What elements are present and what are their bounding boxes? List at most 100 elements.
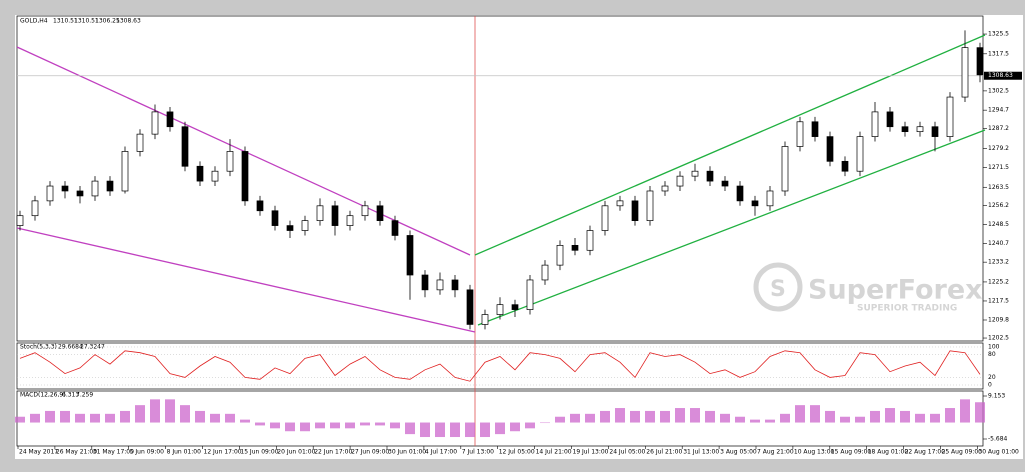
macd-bar	[240, 419, 250, 423]
candle-body	[766, 190, 774, 207]
candle-body	[901, 126, 909, 133]
candle-body	[376, 205, 384, 221]
macd-bar	[90, 413, 100, 423]
candle-body	[481, 314, 489, 325]
macd-bar	[585, 413, 595, 423]
y-tick-label: 1233.2	[988, 259, 1009, 266]
candle-body	[46, 185, 54, 202]
y-tick-label: 1256.2	[988, 202, 1009, 209]
candle-body	[571, 245, 579, 251]
high: 1310.51	[74, 18, 99, 25]
y-tick-label: 1317.5	[988, 50, 1009, 57]
macd-bar	[285, 422, 295, 432]
y-tick-label: 80	[988, 351, 996, 358]
macd-bar	[975, 402, 985, 423]
x-tick-label: 8 Jun 01:00	[167, 449, 201, 456]
macd-bar	[120, 410, 130, 423]
y-tick-label: 1279.2	[988, 145, 1009, 152]
macd-bar	[705, 410, 715, 423]
x-tick-label: 31 Jul 13:00	[683, 449, 719, 456]
macd-bar	[495, 422, 505, 435]
y-tick-label: 20	[988, 374, 996, 381]
watermark: S SuperForex SUPERIOR TRADING	[753, 262, 983, 314]
candle-body	[751, 200, 759, 207]
macd-bar	[930, 413, 940, 423]
x-tick-label: 19 Jul 13:00	[573, 449, 609, 456]
candle-body	[916, 126, 924, 133]
trendline	[16, 227, 476, 333]
x-tick-label: 15 Jun 09:00	[240, 449, 278, 456]
candle-body	[526, 279, 534, 310]
candle-body	[661, 185, 669, 192]
brand: SuperForex	[808, 275, 983, 306]
x-tick-label: 10 Aug 13:00	[794, 449, 835, 456]
macd-bar	[675, 408, 685, 423]
main-pane	[16, 15, 984, 342]
candle-body	[781, 146, 789, 192]
macd-bar	[315, 422, 325, 429]
logo-letters: S	[770, 277, 786, 302]
candle-body	[961, 47, 969, 98]
macd-bar	[630, 410, 640, 423]
candle-body	[286, 225, 294, 231]
macd-bar	[45, 410, 55, 423]
candle-body	[466, 289, 474, 325]
candle-body	[391, 220, 399, 236]
macd-main: 6.313	[62, 392, 79, 399]
candle-body	[166, 111, 174, 128]
candle-body	[136, 133, 144, 152]
candle-body	[811, 121, 819, 137]
candle-body	[451, 279, 459, 291]
y-tick-label: 1271.5	[988, 164, 1009, 171]
x-tick-label: 30 Aug 01:00	[978, 449, 1019, 456]
macd-bar	[870, 410, 880, 423]
candle-body	[196, 165, 204, 182]
macd-bar	[435, 422, 445, 438]
candle-body	[871, 111, 879, 137]
candle-body	[31, 200, 39, 217]
macd-bar	[255, 422, 265, 426]
x-tick-label: 4 Jul 17:00	[425, 449, 457, 456]
macd-bar	[195, 410, 205, 423]
candle-body	[406, 235, 414, 276]
y-tick-label: 1248.5	[988, 221, 1009, 228]
y-tick-label: 1263.5	[988, 184, 1009, 191]
candle-body	[211, 170, 219, 182]
macd-name: MACD(12,26,9)	[20, 392, 66, 399]
tagline: SUPERIOR TRADING	[857, 304, 957, 314]
macd-bar	[75, 413, 85, 423]
candle-body	[301, 220, 309, 231]
candle-body	[586, 230, 594, 251]
y-tick-label: 1225.2	[988, 278, 1009, 285]
trendline	[474, 34, 986, 256]
candle-body	[496, 304, 504, 315]
y-tick-label: 1240.7	[988, 240, 1009, 247]
x-tick-label: 12 Jul 05:00	[499, 449, 535, 456]
macd-bar	[150, 399, 160, 423]
macd-bar	[750, 419, 760, 423]
y-tick-label: 9.153	[988, 393, 1005, 400]
macd-bar	[15, 416, 25, 423]
macd-bar	[30, 413, 40, 423]
symbol: GOLD,H4	[20, 18, 48, 25]
candle-body	[931, 126, 939, 137]
macd-bar	[765, 419, 775, 423]
candle-body	[646, 190, 654, 221]
x-tick-label: 27 Jun 09:00	[351, 449, 389, 456]
macd-bar	[555, 416, 565, 423]
candle-body	[556, 245, 564, 266]
macd-bar	[360, 422, 370, 426]
x-tick-label: 5 Jun 09:00	[130, 449, 164, 456]
candle-body	[61, 185, 69, 192]
candle-body	[16, 215, 24, 226]
candle-body	[541, 264, 549, 281]
macd-bar	[420, 422, 430, 438]
macd-bar	[390, 422, 400, 429]
y-tick-label: 1287.2	[988, 125, 1009, 132]
macd-bar	[300, 422, 310, 432]
y-tick-label: 0	[988, 382, 992, 389]
candle-body	[316, 205, 324, 221]
x-tick-label: 7 Aug 21:00	[757, 449, 794, 456]
candle-body	[886, 111, 894, 128]
